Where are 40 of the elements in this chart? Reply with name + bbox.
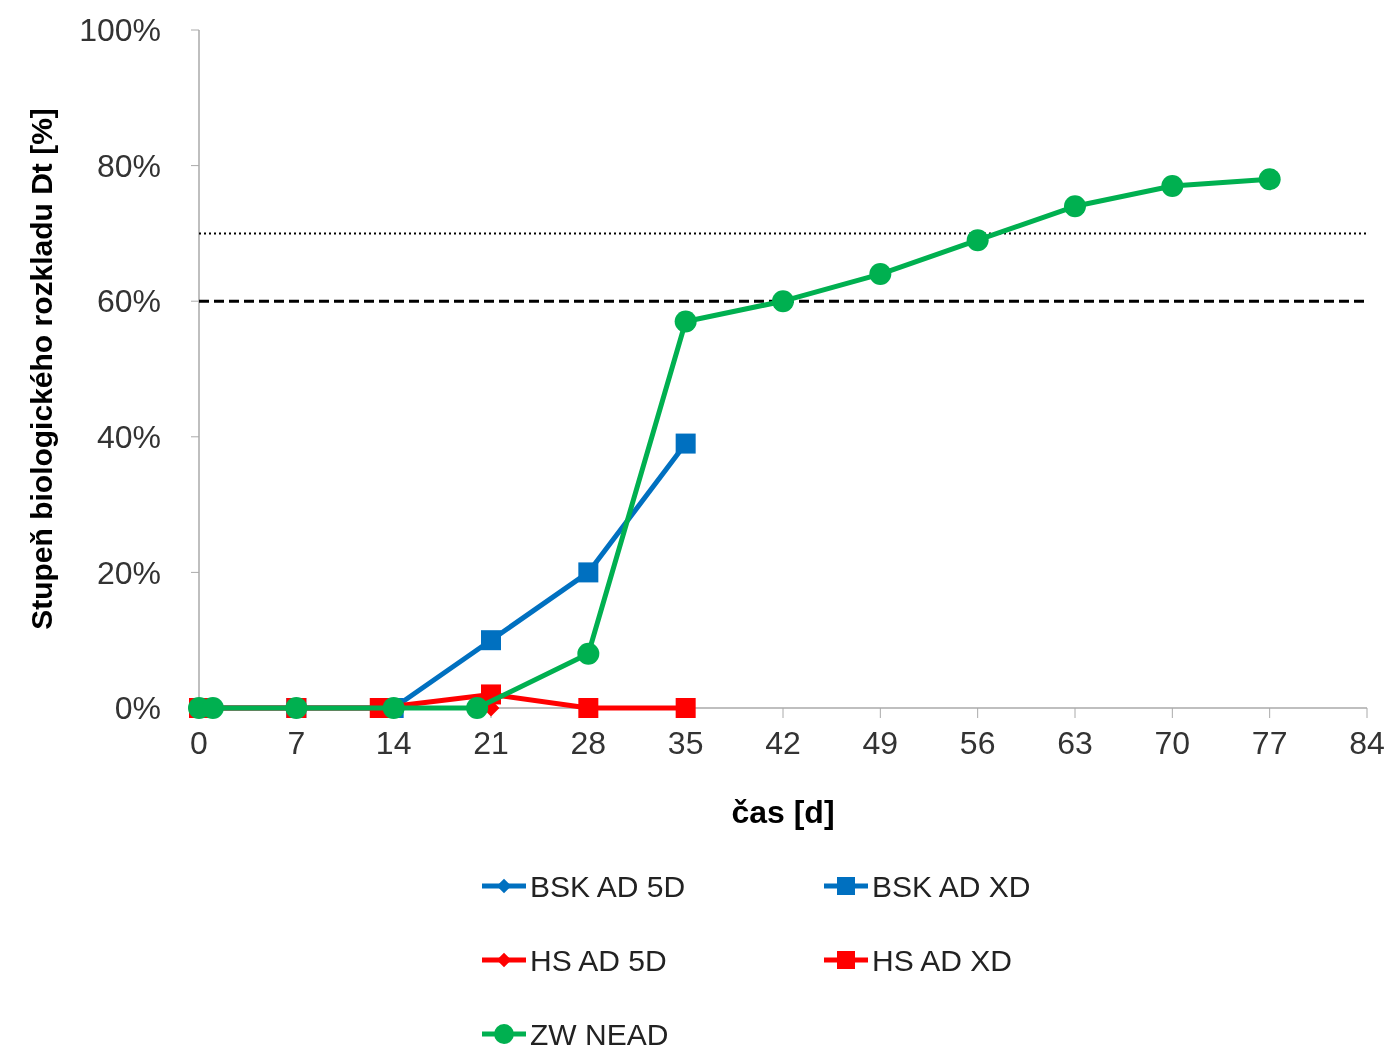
x-tick-label: 7 xyxy=(287,725,306,761)
x-tick-label: 70 xyxy=(1154,725,1191,761)
point xyxy=(578,562,599,583)
x-tick-label: 63 xyxy=(1057,725,1093,761)
y-tick-label: 0% xyxy=(114,690,161,727)
x-tick-label: 0 xyxy=(190,725,208,761)
x-tick-label: 49 xyxy=(862,725,899,761)
x-tick-label: 21 xyxy=(473,725,509,761)
x-tick-label: 42 xyxy=(765,725,801,761)
point xyxy=(674,310,697,333)
legend-label: ZW NEAD xyxy=(530,1017,669,1051)
y-tick-label: 20% xyxy=(96,554,161,591)
x-tick-label: 28 xyxy=(570,725,607,761)
legend-label: HS AD XD xyxy=(872,943,1013,977)
x-tick-label: 77 xyxy=(1251,725,1288,761)
point xyxy=(675,433,696,454)
y-tick-label: 40% xyxy=(96,419,161,455)
point xyxy=(577,642,600,665)
y-tick-label: 80% xyxy=(96,147,161,184)
x-tick-label: 35 xyxy=(667,725,704,761)
point xyxy=(481,630,501,651)
point xyxy=(675,698,696,718)
point xyxy=(578,698,599,718)
point xyxy=(869,263,892,286)
point xyxy=(1258,168,1281,191)
legend-label: HS AD 5D xyxy=(530,943,667,977)
point xyxy=(966,229,989,252)
point xyxy=(466,697,489,719)
point xyxy=(1161,174,1184,197)
legend-label: BSK AD 5D xyxy=(530,869,686,903)
x-tick-label: 14 xyxy=(375,725,412,761)
legend-label: BSK AD XD xyxy=(872,869,1031,903)
point xyxy=(772,290,794,313)
x-tick-label: 84 xyxy=(1349,725,1385,761)
x-axis-title: čas [d] xyxy=(731,794,835,830)
x-tick-label: 56 xyxy=(959,725,996,761)
y-axis-title: Stupeň biologického rozkladu Dt [%] xyxy=(25,108,58,630)
y-tick-label: 100% xyxy=(79,12,161,49)
point xyxy=(1064,195,1086,218)
y-tick-label: 60% xyxy=(96,283,161,320)
